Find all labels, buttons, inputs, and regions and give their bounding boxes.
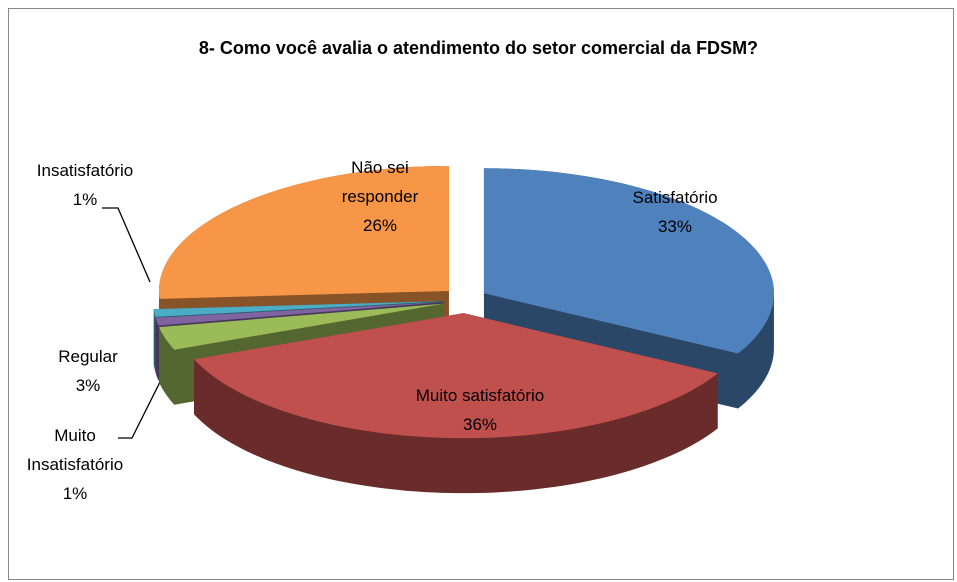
- label-name: Muito Insatisfatório: [26, 426, 124, 474]
- slice-label: Insatisfatório 1%: [37, 156, 133, 214]
- slice-label: Satisfatório 33%: [632, 183, 717, 241]
- slice: [483, 168, 774, 354]
- slice: [153, 301, 444, 317]
- slice: [155, 302, 444, 326]
- chart-title: 8- Como você avalia o atendimento do set…: [198, 38, 759, 58]
- label-name: Satisfatório: [632, 188, 718, 207]
- label-name: Muito satisfatório: [415, 386, 545, 405]
- label-value: 36%: [462, 415, 498, 434]
- leader-lines: [102, 207, 163, 439]
- slice-label: Regular 3%: [58, 342, 118, 400]
- label-value: 1%: [62, 484, 88, 503]
- pie: [153, 165, 774, 494]
- label-value: 33%: [657, 217, 693, 236]
- slice: [158, 165, 449, 299]
- slice: [159, 303, 444, 350]
- label-name: Regular: [58, 347, 118, 366]
- label-name: Não sei responder: [341, 158, 419, 206]
- label-value: 3%: [75, 376, 101, 395]
- slice-label: Muito Insatisfatório 1%: [20, 421, 130, 508]
- chart-border: [8, 8, 954, 580]
- slice-label: Muito satisfatório 36%: [370, 381, 590, 439]
- label-value: 1%: [72, 190, 98, 209]
- leader-line: [118, 377, 163, 439]
- slice: [193, 313, 718, 439]
- slice-label: Não sei responder 26%: [320, 153, 440, 240]
- leader-line: [102, 207, 151, 283]
- label-name: Insatisfatório: [36, 161, 134, 180]
- label-value: 26%: [362, 216, 398, 235]
